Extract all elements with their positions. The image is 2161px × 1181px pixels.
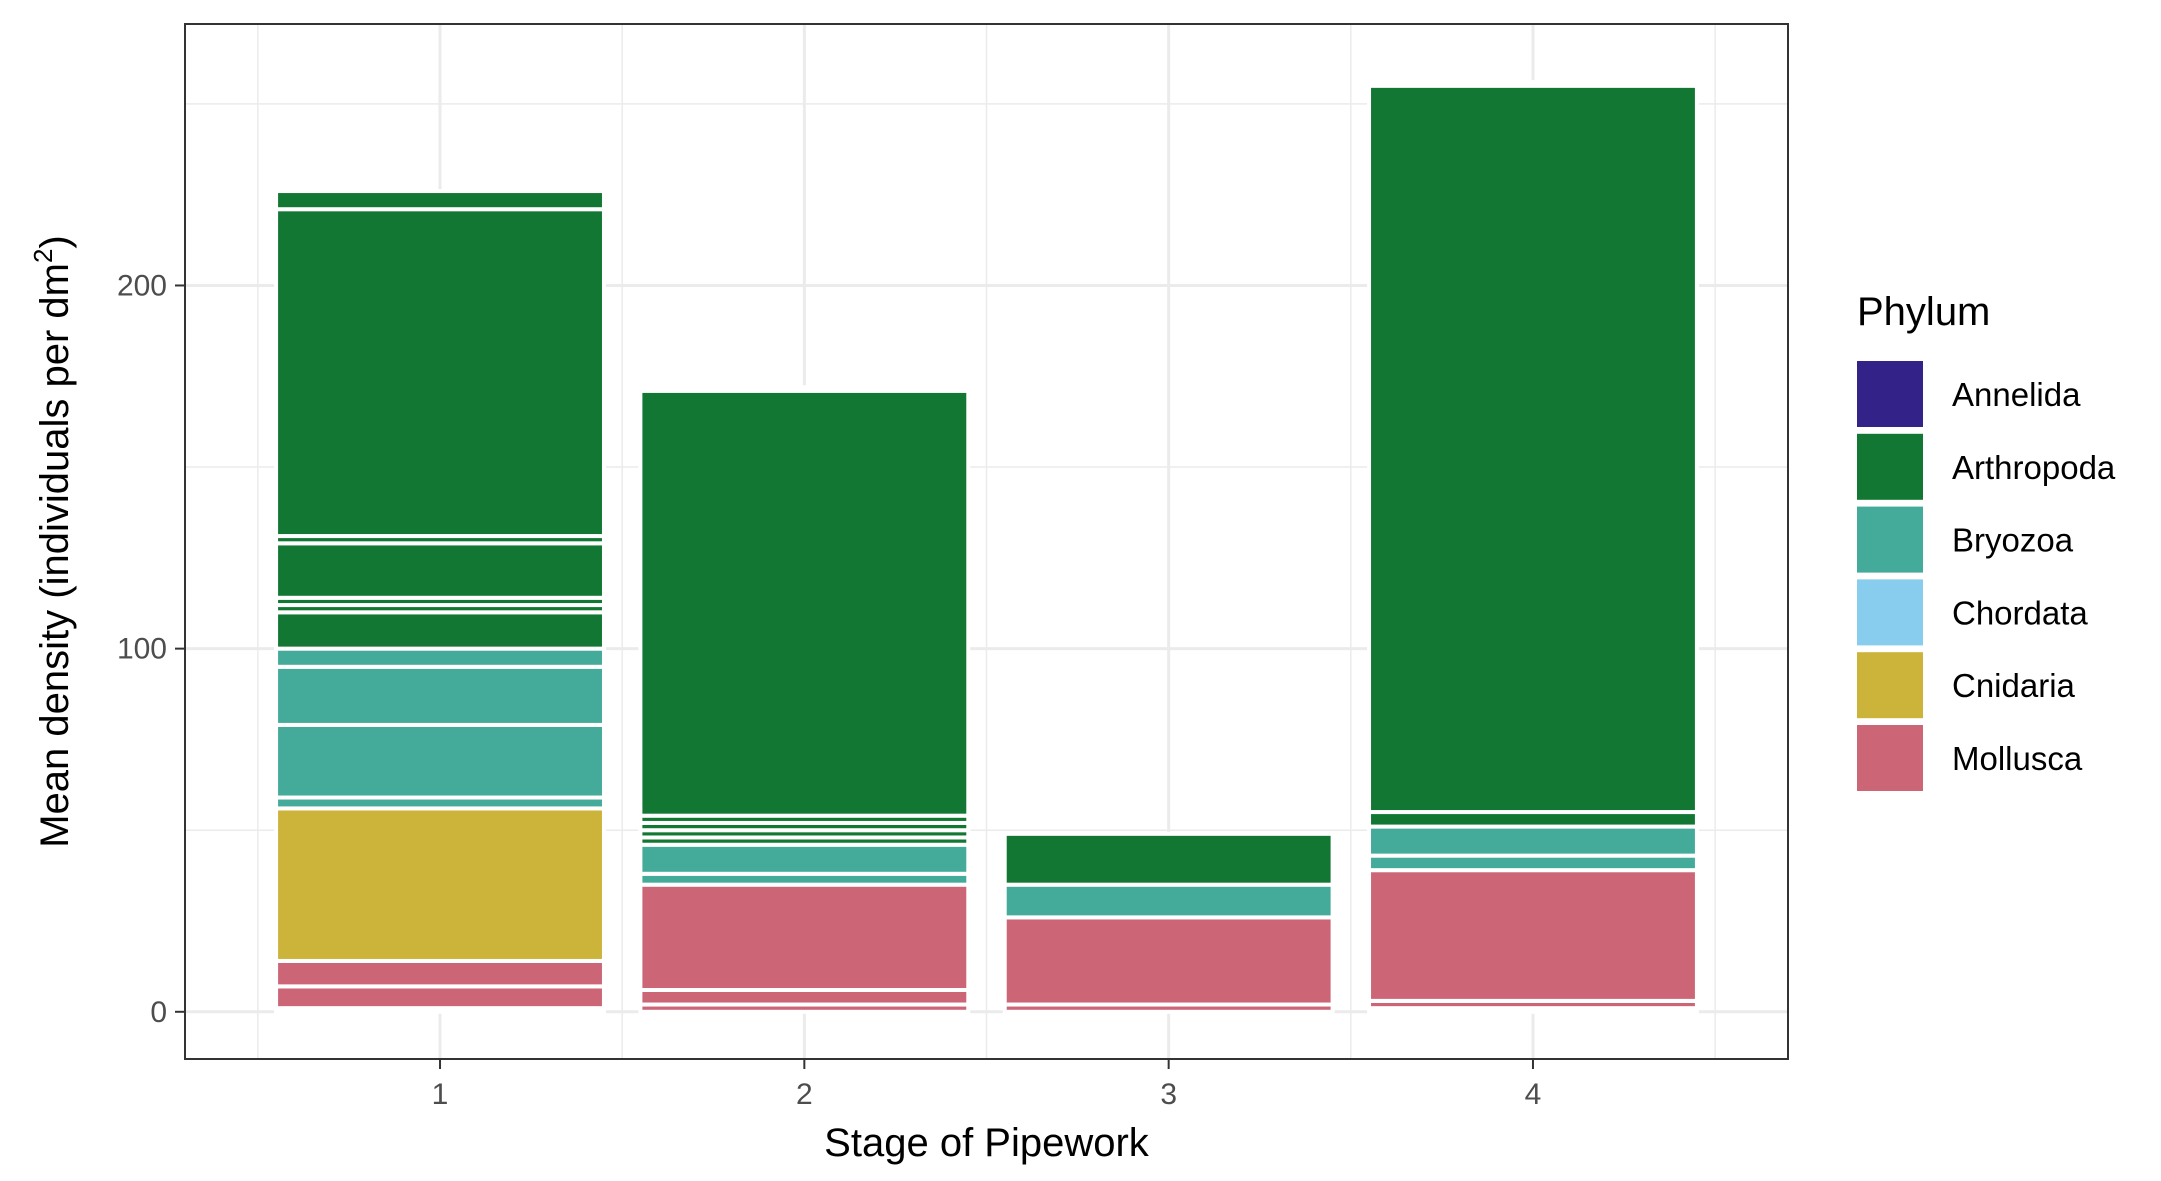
bar-segment-mollusca (274, 958, 606, 989)
legend-label-mollusca: Mollusca (1952, 740, 2083, 777)
bar-segment-cnidaria (274, 806, 606, 963)
bar-segment-arthropoda (1367, 810, 1699, 829)
bar-segment-bryozoa (638, 842, 971, 876)
bar-segment-mollusca (274, 984, 606, 1011)
bar-stack-1 (274, 189, 606, 1014)
x-tick-label: 2 (796, 1078, 813, 1111)
bar-segment-bryozoa (274, 722, 606, 800)
bar-segment-arthropoda (274, 207, 606, 539)
legend-label-cnidaria: Cnidaria (1952, 667, 2076, 704)
bar-segment-arthropoda (1367, 80, 1699, 88)
bar-segment-mollusca (1367, 868, 1699, 1003)
bar-segment-mollusca (1002, 915, 1335, 1007)
x-tick-label: 1 (432, 1078, 449, 1111)
bar-segment-arthropoda (274, 541, 606, 600)
bar-segment-mollusca (638, 882, 971, 992)
bar-segment-arthropoda (1002, 831, 1335, 887)
y-tick-label: 0 (150, 996, 167, 1029)
y-axis-title: Mean density (individuals per dm2) (28, 235, 77, 848)
bar-segment-arthropoda (274, 189, 606, 212)
legend-swatch-chordata (1857, 579, 1923, 646)
bar-segment-bryozoa (1367, 853, 1699, 873)
y-tick-label: 200 (117, 269, 167, 302)
y-tick-label: 100 (117, 633, 167, 666)
legend-swatch-cnidaria (1857, 652, 1923, 719)
bar-stack-2 (638, 385, 971, 1014)
y-axis-title-end: ) (33, 235, 77, 248)
y-axis-title-main: Mean density (individuals per dm (33, 263, 77, 848)
bar-stack-3 (1002, 831, 1335, 1014)
bar-stack-4 (1367, 80, 1699, 1014)
axes: 0 100 200 1 2 3 4 (117, 269, 1541, 1111)
bar-segment-bryozoa (274, 646, 606, 669)
x-axis-title: Stage of Pipework (824, 1121, 1150, 1165)
legend-swatch-arthropoda (1857, 433, 1923, 500)
bar-segment-bryozoa (274, 664, 606, 727)
bar-segment-arthropoda (1367, 83, 1699, 815)
y-axis-title-superscript: 2 (28, 249, 58, 263)
bar-stacks (274, 80, 1699, 1014)
panel-border (184, 23, 1789, 1060)
legend-label-bryozoa: Bryozoa (1952, 522, 2074, 559)
legend: Phylum Annelida Arthropoda Bryozoa Chordata… (1857, 290, 2116, 791)
bar-segment-mollusca (638, 988, 971, 1007)
bar-segment-arthropoda (274, 610, 606, 651)
legend-title: Phylum (1857, 290, 1990, 334)
legend-label-annelida: Annelida (1952, 376, 2081, 413)
bar-segment-arthropoda (638, 388, 971, 818)
bar-segment-arthropoda (638, 385, 971, 393)
legend-swatch-mollusca (1857, 725, 1923, 791)
legend-label-chordata: Chordata (1952, 594, 2088, 631)
legend-swatch-annelida (1857, 361, 1923, 427)
bar-segment-bryozoa (1002, 882, 1335, 920)
legend-label-arthropoda: Arthropoda (1952, 449, 2116, 486)
x-tick-label: 4 (1525, 1078, 1542, 1111)
bar-segment-bryozoa (1367, 824, 1699, 858)
x-tick-label: 3 (1160, 1078, 1177, 1111)
legend-swatch-bryozoa (1857, 506, 1923, 573)
